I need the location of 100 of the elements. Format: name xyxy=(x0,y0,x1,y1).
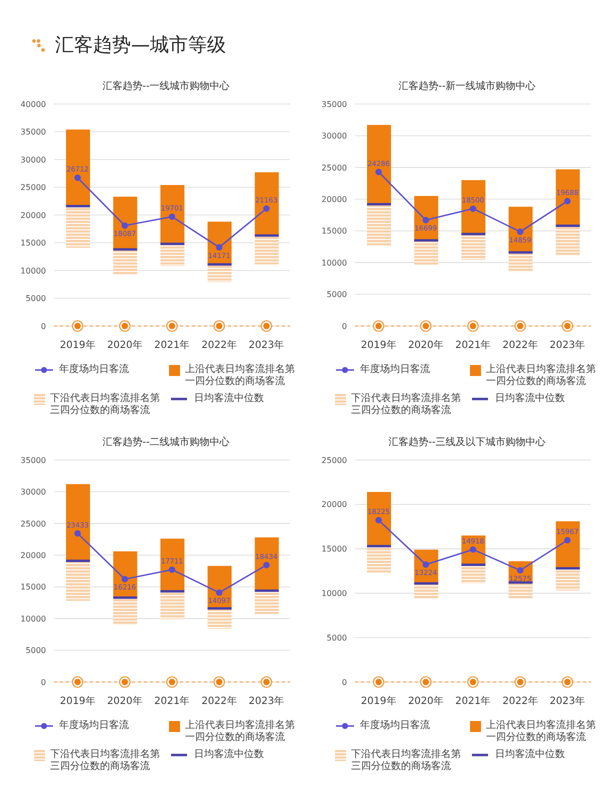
legend-label: 日均客流中位数 xyxy=(194,393,264,404)
x-tick-label: 2023年 xyxy=(248,695,284,707)
bar xyxy=(208,263,232,266)
bar xyxy=(461,234,486,260)
bar xyxy=(160,244,184,266)
x-tick-label: 2023年 xyxy=(248,339,284,351)
point xyxy=(517,228,524,235)
y-tick-label: 0 xyxy=(342,322,347,331)
y-tick-label: 15000 xyxy=(322,544,347,554)
legend-label: 下沿代表日均客流排名第三四分位数的商场客流 xyxy=(351,749,461,772)
y-tick-label: 25000 xyxy=(20,519,46,528)
y-tick-label: 25000 xyxy=(20,183,46,192)
x-tick-label: 2019年 xyxy=(60,339,96,351)
point xyxy=(470,546,476,553)
legend-label: 日均客流中位数 xyxy=(194,749,264,760)
bar xyxy=(66,130,90,206)
legend-label: 上沿代表日均客流排名第一四分位数的商场客流 xyxy=(486,720,596,743)
x-tick-label: 2020年 xyxy=(107,695,143,707)
chart-title: 汇客趋势--二线城市购物中心 xyxy=(102,437,230,448)
bar xyxy=(461,564,486,584)
bar xyxy=(367,124,391,204)
point xyxy=(122,576,128,582)
y-tick-label: 10000 xyxy=(322,589,347,598)
bar xyxy=(113,551,138,598)
y-tick-label: 20000 xyxy=(322,500,347,510)
point xyxy=(263,562,270,568)
point xyxy=(470,205,476,212)
text: 汇客趋势—城市等级 xyxy=(55,34,226,56)
x-tick-label: 2021年 xyxy=(154,695,190,707)
x-tick-label: 2019年 xyxy=(360,695,396,707)
point xyxy=(375,516,382,524)
bar xyxy=(414,239,438,242)
y-tick-label: 0 xyxy=(40,322,46,331)
point xyxy=(216,589,222,596)
bar xyxy=(254,589,279,592)
bar xyxy=(66,484,90,561)
bar xyxy=(508,251,533,254)
y-tick-label: 25000 xyxy=(322,163,347,172)
bar xyxy=(556,169,580,226)
bar xyxy=(66,206,90,248)
y-tick-label: 35000 xyxy=(20,128,46,137)
bar xyxy=(254,590,279,614)
bar xyxy=(556,567,580,570)
point xyxy=(74,174,81,181)
y-tick-label: 20000 xyxy=(20,210,46,220)
x-tick-label: 2023年 xyxy=(550,695,586,707)
point xyxy=(564,537,571,544)
legend-label: 年度场均日客流 xyxy=(360,364,430,375)
y-tick-label: 30000 xyxy=(20,488,46,497)
bar xyxy=(414,582,438,585)
bar xyxy=(367,492,391,546)
y-tick-label: 15000 xyxy=(322,226,347,236)
legend-label: 日均客流中位数 xyxy=(495,749,565,760)
x-tick-label: 2020年 xyxy=(107,339,143,351)
y-tick-label: 15000 xyxy=(20,238,46,248)
y-tick-label: 5000 xyxy=(326,633,347,642)
legend-label: 年度场均日客流 xyxy=(59,720,129,731)
bar xyxy=(113,196,138,250)
bar xyxy=(208,264,232,282)
point xyxy=(375,168,382,176)
y-tick-label: 30000 xyxy=(322,132,347,141)
legend-label: 日均客流中位数 xyxy=(495,393,565,404)
bar xyxy=(556,521,580,568)
bar xyxy=(113,248,138,251)
bar xyxy=(160,591,184,620)
legend-label: 年度场均日客流 xyxy=(59,364,129,375)
bar xyxy=(113,596,138,599)
bar xyxy=(508,252,533,272)
point xyxy=(564,198,571,204)
x-tick-label: 2021年 xyxy=(455,339,491,351)
y-tick-label: 35000 xyxy=(322,100,347,109)
y-tick-label: 10000 xyxy=(20,614,46,624)
point xyxy=(422,216,429,224)
x-tick-label: 2019年 xyxy=(60,695,96,707)
point xyxy=(168,566,176,573)
y-tick-label: 20000 xyxy=(20,550,46,560)
x-tick-label: 2022年 xyxy=(502,339,538,351)
bar xyxy=(208,607,232,610)
legend-label: 上沿代表日均客流排名第一四分位数的商场客流 xyxy=(185,364,295,387)
legend-label: 上沿代表日均客流排名第一四分位数的商场客流 xyxy=(185,720,295,743)
point xyxy=(216,244,222,251)
legend-label: 年度场均日客流 xyxy=(360,720,430,731)
y-tick-label: 5000 xyxy=(26,294,46,304)
bar xyxy=(367,544,391,548)
x-tick-label: 2020年 xyxy=(408,339,444,351)
y-tick-label: 10000 xyxy=(322,258,347,268)
x-tick-label: 2022年 xyxy=(201,339,237,351)
point xyxy=(168,213,176,220)
bar xyxy=(556,568,580,591)
y-tick-label: 35000 xyxy=(20,456,46,465)
bar xyxy=(113,598,138,625)
chart-title: 汇客趋势--三线及以下城市购物中心 xyxy=(388,437,546,448)
point xyxy=(263,205,270,212)
x-tick-label: 2019年 xyxy=(360,339,396,351)
x-tick-label: 2021年 xyxy=(154,339,190,351)
bar xyxy=(461,180,486,234)
legend-label: 下沿代表日均客流排名第三四分位数的商场客流 xyxy=(351,393,461,416)
bar xyxy=(254,236,279,264)
y-tick-label: 40000 xyxy=(20,100,46,109)
bar xyxy=(508,582,533,599)
